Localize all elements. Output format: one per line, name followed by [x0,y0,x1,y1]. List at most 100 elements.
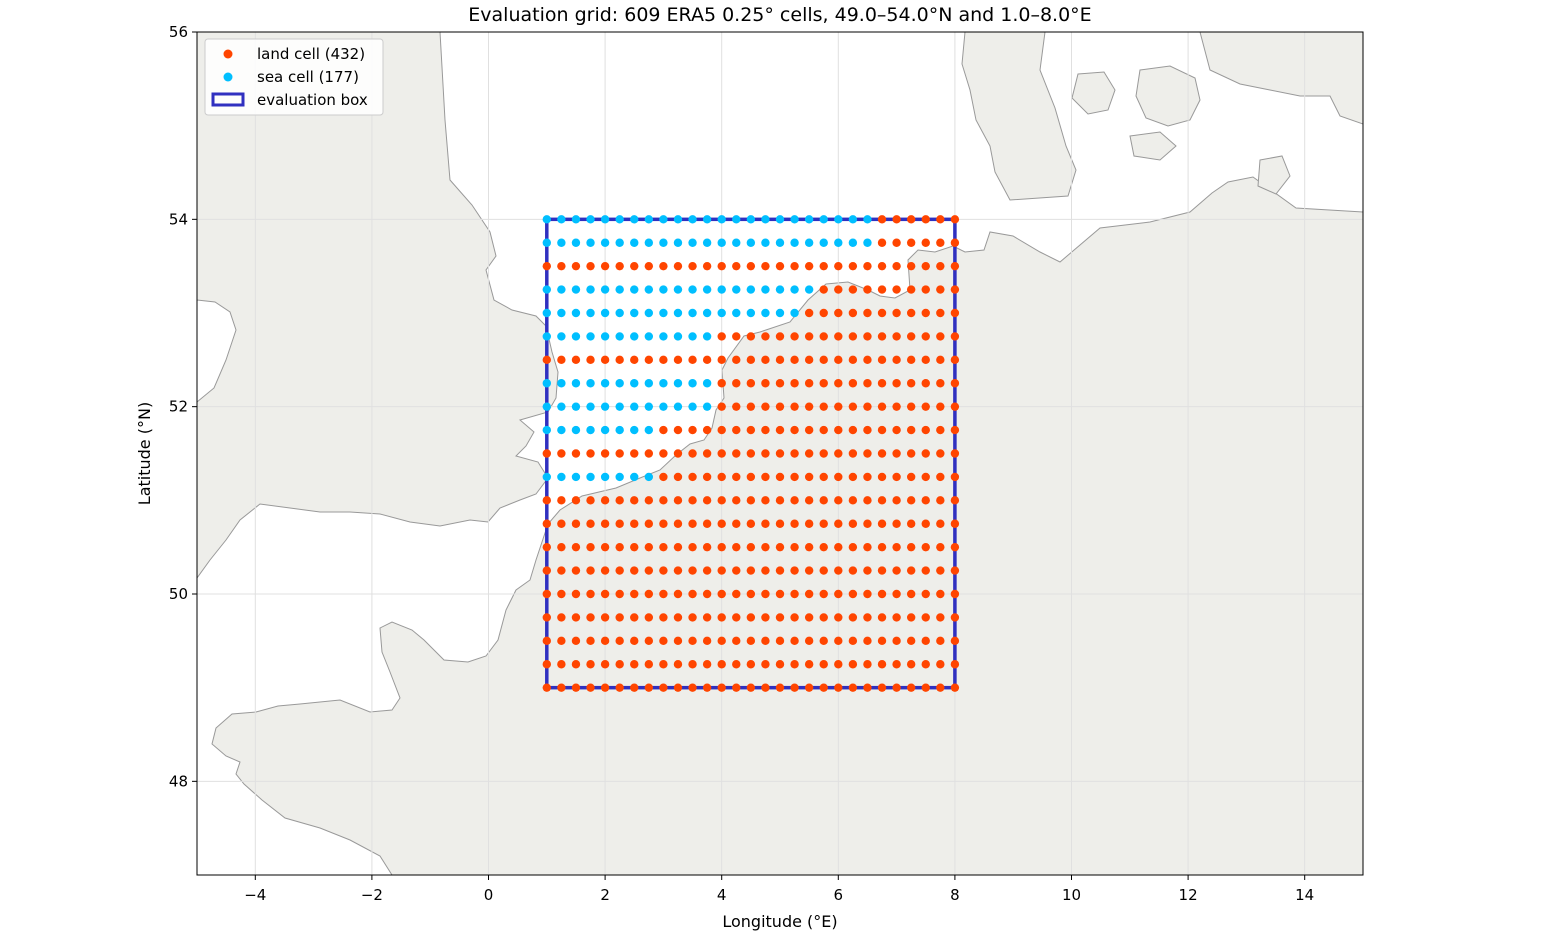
y-axis-label: Latitude (°N) [135,402,154,505]
land-cell-point [673,683,683,692]
land-cell-point [775,683,785,692]
sea-cell-point [542,402,551,411]
land-cell-point [644,355,654,365]
y-tick-label: 50 [169,585,188,603]
sea-cell-point [746,308,756,318]
land-cell-point [702,261,712,271]
x-tick-label: 10 [1062,886,1081,904]
land-cell-point [790,683,799,692]
land-cell-point [877,613,887,622]
land-cell-point [571,589,581,599]
sea-cell-point [790,285,799,294]
land-cell-point [804,355,814,365]
land-cell-point [877,449,887,458]
land-cell-point [848,261,858,271]
land-cell-point [586,683,595,692]
sea-cell-point [746,285,756,294]
land-cell-point [906,519,916,528]
land-cell-point [834,542,843,552]
land-cell-point [936,519,945,528]
land-cell-point [950,636,960,646]
land-cell-point [571,660,581,669]
land-cell-point [775,566,785,575]
zealand-island [1135,65,1201,127]
land-cell-point [688,683,697,692]
land-cell-point [921,425,930,435]
land-cell-point [688,472,697,482]
land-cell-point [557,636,566,646]
land-cell-point [921,660,930,669]
land-cell-point [557,589,566,599]
land-cell-point [717,636,726,646]
sea-cell-point [571,402,581,411]
sea-cell-point [659,285,668,294]
sea-cell-point [586,379,595,388]
sea-cell-point [600,379,610,388]
land-cell-point [775,402,785,411]
land-cell-point [877,425,887,435]
land-cell-point [775,379,785,388]
sea-cell-point [717,285,726,294]
land-cell-point [921,355,930,365]
land-cell-point [921,379,930,388]
sea-cell-point [542,285,551,294]
land-cell-point [630,519,639,528]
land-cell-point [761,613,770,622]
y-tick-label: 52 [169,398,188,416]
land-cell-point [804,449,814,458]
land-cell-point [600,542,610,552]
land-cell-point [571,496,581,505]
land-cell-point [746,660,756,669]
sea-cell-point [557,379,566,388]
land-cell-point [732,332,741,341]
sea-cell-point [717,238,726,247]
land-cell-point [848,566,858,575]
sea-cell-point [542,308,551,318]
sea-cell-point [557,425,566,435]
sea-cell-point [688,332,697,341]
land-cell-point [906,449,916,458]
land-cell-point [673,472,683,482]
land-cell-point [702,542,712,552]
land-cell-point [877,355,887,365]
sea-cell-point [542,332,551,341]
land-cell-point [586,542,595,552]
land-cell-point [732,613,741,622]
land-cell-point [557,613,566,622]
land-cell-point [921,261,930,271]
land-cell-point [542,683,551,692]
land-cell-point [761,542,770,552]
land-cell-point [644,496,654,505]
sea-cell-point [673,402,683,411]
sea-cell-point [615,285,624,294]
land-cell-point [673,542,683,552]
land-cell-point [746,425,756,435]
land-cell-point [702,636,712,646]
land-cell-point [761,261,770,271]
sea-cell-point [673,285,683,294]
land-cell-point [834,472,843,482]
land-cell-point [659,613,668,622]
land-cell-point [732,425,741,435]
land-cell-point [615,496,624,505]
land-cell-point [600,449,610,458]
sea-cell-point [673,238,683,247]
sea-cell-point [775,215,785,224]
land-cell-point [819,683,828,692]
sea-cell-point [630,285,639,294]
land-cell-point [557,261,566,271]
land-cell-point [659,683,668,692]
land-cell-point [892,308,901,318]
land-cell-point [586,449,595,458]
sea-cell-point [644,402,654,411]
land-cell-point [863,285,872,294]
land-cell-point [717,425,726,435]
sea-cell-point [863,238,872,247]
land-cell-point [906,379,916,388]
land-cell-point [819,332,828,341]
land-cell-point [848,660,858,669]
land-cell-point [877,402,887,411]
land-cell-point [615,566,624,575]
sea-cell-point [630,238,639,247]
sea-cell-point [688,285,697,294]
